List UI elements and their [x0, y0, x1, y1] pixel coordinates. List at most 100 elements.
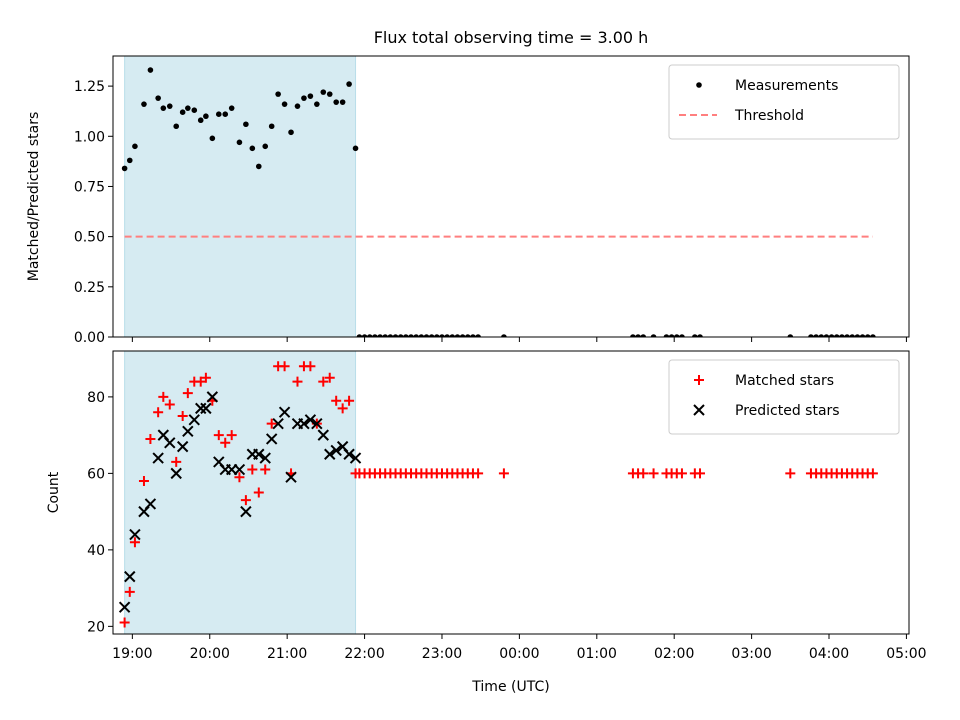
data-point: [155, 95, 161, 101]
data-point: [331, 395, 342, 406]
data-point: [428, 334, 435, 337]
data-point: [294, 103, 301, 109]
data-point: [330, 444, 342, 457]
data-point: [337, 403, 348, 414]
data-point: [228, 105, 235, 111]
data-point: [823, 334, 830, 337]
data-point: [182, 425, 194, 438]
data-point: [265, 433, 278, 445]
data-point: [630, 334, 636, 337]
x-tick-label: 20:00: [190, 646, 230, 662]
plot-area: [121, 56, 876, 337]
data-point: [397, 334, 404, 337]
data-point: [454, 334, 461, 337]
data-point: [808, 334, 814, 337]
data-point: [844, 334, 850, 337]
x-axis-label: Time (UTC): [471, 679, 549, 695]
data-point: [339, 99, 346, 105]
observing-window-span: [124, 351, 357, 634]
data-point: [279, 361, 290, 372]
series-matched-stars: [119, 361, 878, 628]
data-point: [785, 468, 796, 479]
x-tick-label: 22:00: [344, 646, 384, 662]
data-point: [870, 334, 876, 337]
data-point: [132, 143, 138, 150]
x-tick-label: 01:00: [577, 646, 617, 662]
data-point: [138, 476, 149, 487]
data-point: [324, 448, 336, 460]
data-point: [170, 467, 182, 480]
data-point: [247, 464, 258, 475]
y-tick-label: 0.25: [74, 280, 105, 296]
x-tick-label: 00:00: [499, 646, 539, 662]
data-point: [160, 105, 167, 111]
data-point: [236, 139, 243, 146]
data-point: [314, 101, 320, 107]
data-point: [215, 111, 222, 118]
data-point: [253, 487, 264, 498]
data-point: [324, 372, 335, 383]
data-point: [361, 334, 368, 337]
data-point: [240, 495, 251, 506]
data-point: [179, 109, 186, 115]
data-point: [141, 101, 147, 107]
data-point: [475, 334, 481, 337]
x-tick-label: 04:00: [809, 646, 849, 662]
data-point: [197, 117, 204, 124]
data-point: [206, 391, 219, 403]
plot-area: [118, 351, 878, 634]
data-point: [349, 452, 362, 464]
data-point: [366, 334, 373, 337]
y-tick-label: 1.25: [74, 79, 105, 95]
legend-label: Predicted stars: [735, 403, 840, 419]
data-point: [382, 334, 389, 337]
data-point: [124, 586, 135, 597]
y-tick-label: 40: [87, 543, 105, 559]
data-point: [292, 376, 303, 387]
data-point: [413, 334, 419, 337]
data-point: [459, 334, 466, 337]
data-point: [182, 388, 193, 399]
data-point: [171, 456, 182, 467]
data-point: [272, 417, 284, 430]
x-tick-label: 05:00: [886, 646, 926, 662]
data-point: [298, 417, 310, 430]
data-point: [673, 334, 680, 337]
data-point: [301, 95, 307, 101]
data-point: [498, 468, 509, 479]
data-point: [200, 402, 212, 415]
data-point: [200, 372, 211, 383]
data-point: [240, 505, 252, 518]
data-point: [839, 334, 845, 337]
data-point: [833, 334, 840, 337]
data-point: [818, 334, 825, 337]
data-point: [213, 430, 224, 441]
x-tick-label: 02:00: [654, 646, 694, 662]
series-measurements: [121, 67, 876, 337]
y-axis-label: Count: [46, 471, 62, 513]
data-point: [318, 376, 329, 387]
data-point: [177, 411, 188, 422]
y-tick-label: 0.00: [74, 330, 105, 346]
data-point: [311, 417, 323, 430]
data-point: [176, 440, 189, 453]
data-point: [352, 145, 359, 152]
ratio-panel: 0.00 0.25 0.50 0.75 1.00 1.25 Matched/Predicte…: [26, 55, 910, 346]
data-point: [152, 452, 164, 464]
x-tick-label: 19:00: [112, 646, 152, 662]
data-point: [129, 537, 140, 548]
data-point: [444, 334, 450, 337]
data-point: [126, 157, 133, 164]
data-point: [147, 67, 154, 73]
data-point: [403, 334, 409, 337]
data-point: [249, 145, 256, 152]
data-point: [692, 334, 698, 337]
data-point: [188, 414, 200, 426]
y-tick-label: 0.50: [74, 230, 105, 246]
data-point: [166, 103, 173, 109]
data-point: [185, 105, 191, 111]
data-point: [501, 334, 507, 337]
data-point: [118, 601, 131, 613]
legend-frame: [668, 64, 900, 140]
